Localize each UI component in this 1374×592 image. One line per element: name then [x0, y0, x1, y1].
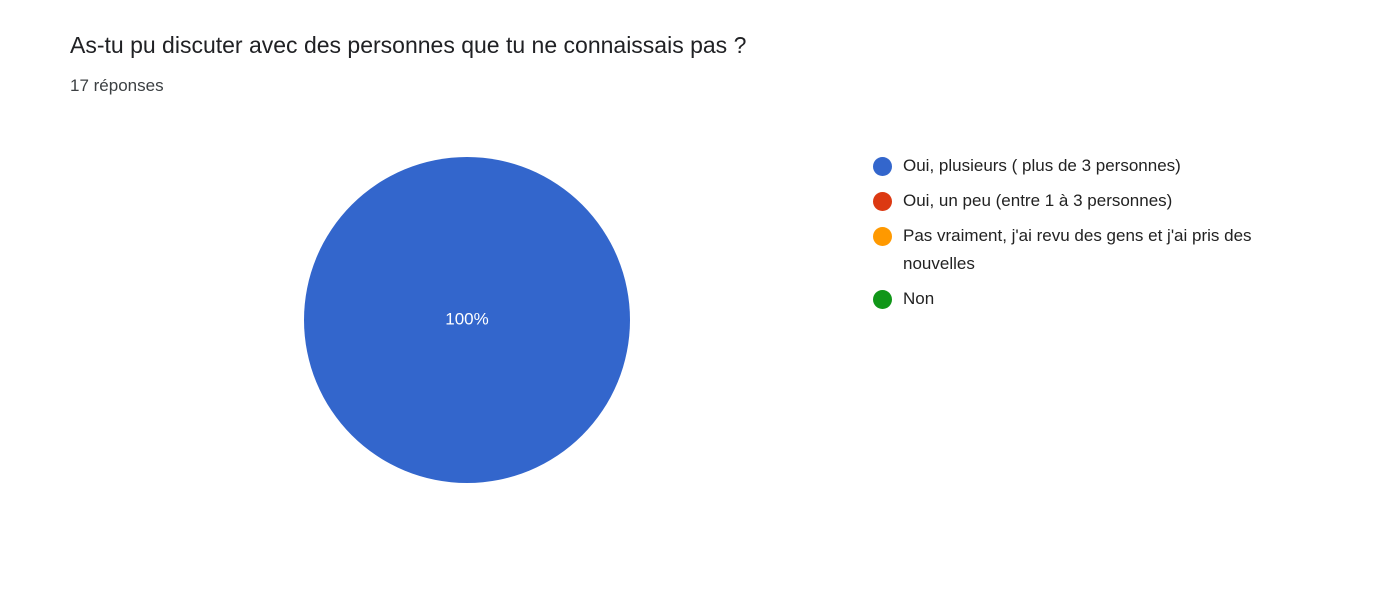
- chart-title: As-tu pu discuter avec des personnes que…: [70, 32, 747, 58]
- legend-marker: [873, 227, 892, 246]
- pie-slice: [304, 157, 630, 483]
- legend-item: Oui, plusieurs ( plus de 3 personnes): [873, 152, 1293, 180]
- legend-label: Oui, un peu (entre 1 à 3 personnes): [903, 191, 1173, 210]
- legend-item: Pas vraiment, j'ai revu des gens et j'ai…: [873, 222, 1293, 278]
- legend-label: Pas vraiment, j'ai revu des gens et j'ai…: [903, 226, 1252, 273]
- legend-item: Non: [873, 285, 1293, 313]
- legend-marker: [873, 157, 892, 176]
- legend-marker: [873, 290, 892, 309]
- data-label: 100%: [445, 309, 488, 328]
- legend-marker: [873, 192, 892, 211]
- legend-label: Oui, plusieurs ( plus de 3 personnes): [903, 156, 1181, 175]
- chart-subtitle: 17 réponses: [70, 76, 164, 95]
- legend-item: Oui, un peu (entre 1 à 3 personnes): [873, 187, 1293, 215]
- legend-label: Non: [903, 289, 935, 308]
- chart: 100%: [304, 157, 630, 483]
- legend: Oui, plusieurs ( plus de 3 personnes) Oui…: [873, 152, 1293, 320]
